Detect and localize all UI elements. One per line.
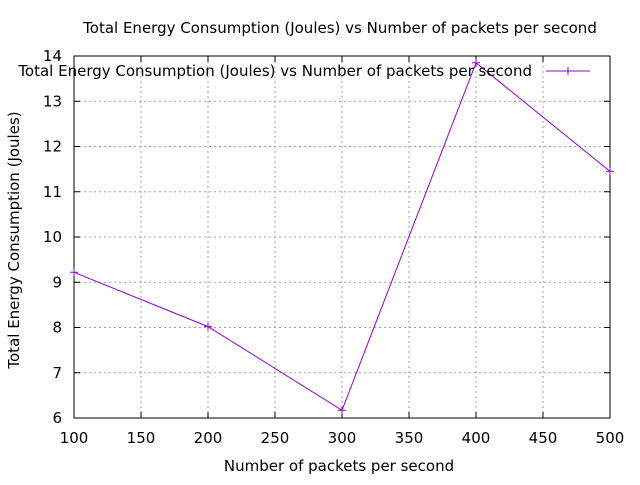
- data-point-marker: [338, 406, 346, 415]
- x-tick-label: 450: [529, 429, 558, 447]
- grid: [74, 56, 610, 418]
- y-axis-label: Total Energy Consumption (Joules): [5, 111, 23, 369]
- y-tick-label: 7: [52, 364, 62, 382]
- data-point-marker: [204, 322, 212, 331]
- legend-label: Total Energy Consumption (Joules) vs Num…: [17, 62, 532, 80]
- x-tick-label: 250: [261, 429, 290, 447]
- data-point-marker: [70, 268, 78, 277]
- y-tick-label: 6: [52, 409, 62, 427]
- legend-marker: [564, 67, 572, 75]
- x-tick-label: 200: [194, 429, 223, 447]
- series-layer: [70, 58, 614, 415]
- axis-ticks: 100 150 200 250 300 350 400 450 500 6 7 8 9 10 11 12 13 1…: [43, 47, 624, 447]
- x-tick-label: 100: [60, 429, 89, 447]
- legend: Total Energy Consumption (Joules) vs Num…: [17, 62, 590, 80]
- x-tick-label: 400: [462, 429, 491, 447]
- x-axis-label: Number of packets per second: [224, 457, 454, 475]
- x-tick-label: 300: [328, 429, 357, 447]
- data-point-marker: [472, 58, 480, 67]
- x-tick-label: 150: [127, 429, 156, 447]
- y-tick-label: 13: [43, 92, 62, 110]
- y-tick-label: 11: [43, 183, 62, 201]
- x-tick-label: 500: [596, 429, 625, 447]
- y-tick-label: 12: [43, 138, 62, 156]
- chart-title: Total Energy Consumption (Joules) vs Num…: [82, 19, 597, 37]
- y-tick-label: 10: [43, 228, 62, 246]
- y-tick-label: 14: [43, 47, 62, 65]
- y-tick-label: 9: [52, 273, 62, 291]
- y-tick-label: 8: [52, 319, 62, 337]
- x-tick-label: 350: [395, 429, 424, 447]
- data-point-marker: [606, 167, 614, 176]
